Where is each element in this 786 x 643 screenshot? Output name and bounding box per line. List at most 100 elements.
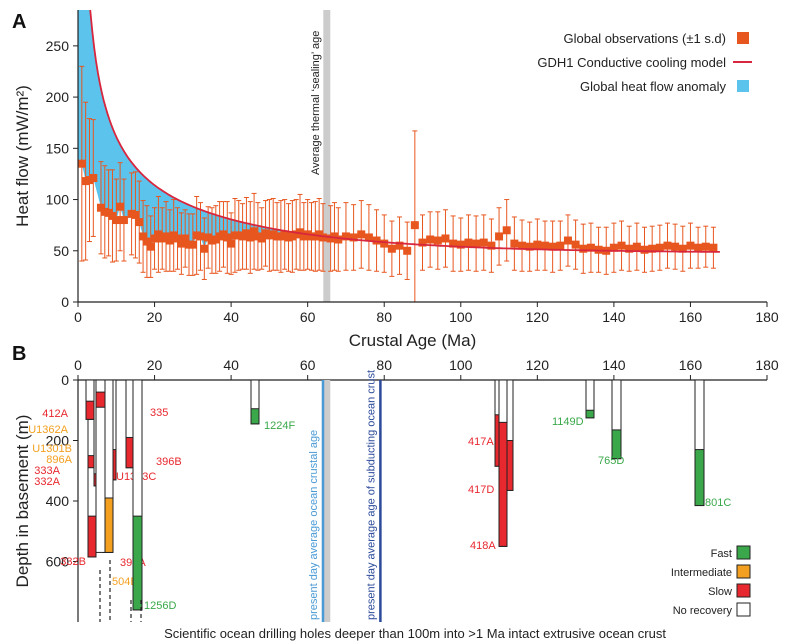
observation-point xyxy=(112,216,121,225)
observation-point xyxy=(648,244,657,253)
x-tick-label: 0 xyxy=(74,309,82,325)
observation-point xyxy=(510,239,519,248)
observation-point xyxy=(617,241,626,250)
hole-label: 412A xyxy=(42,408,68,420)
observation-point xyxy=(364,233,373,242)
observation-point xyxy=(162,232,171,241)
y-tick-label: 50 xyxy=(53,243,69,259)
observation-point xyxy=(701,242,710,251)
x-tick-label: 120 xyxy=(526,357,550,373)
hole-label: 333A xyxy=(34,465,60,477)
panel-b-xlabel: Scientific ocean drilling holes deeper t… xyxy=(164,626,666,641)
x-tick-label: 0 xyxy=(74,357,82,373)
observation-point xyxy=(533,240,542,249)
observation-point xyxy=(188,240,197,249)
x-tick-label: 60 xyxy=(300,357,316,373)
observation-point xyxy=(242,229,251,238)
hole-label: 396B xyxy=(156,456,182,468)
observation-point xyxy=(686,241,695,250)
hole-label: 504B xyxy=(112,576,138,588)
observation-point xyxy=(678,244,687,253)
y-tick-label: 0 xyxy=(61,294,69,310)
observation-point xyxy=(318,233,327,242)
observation-point xyxy=(173,234,182,243)
legend-swatch xyxy=(736,602,751,617)
observation-point xyxy=(154,230,163,239)
observation-point xyxy=(177,239,186,248)
hole-label: 1256D xyxy=(144,600,176,612)
observation-point xyxy=(246,233,255,242)
observation-point xyxy=(563,236,572,245)
observation-point xyxy=(625,244,634,253)
observation-point xyxy=(418,238,427,247)
observation-point xyxy=(142,237,151,246)
observation-point xyxy=(119,216,128,225)
observation-point xyxy=(472,239,481,248)
observation-point xyxy=(579,244,588,253)
y-tick-label: 200 xyxy=(46,433,70,449)
observation-point xyxy=(131,210,140,219)
observation-point xyxy=(456,240,465,249)
observation-point xyxy=(139,232,148,241)
hole-segment xyxy=(250,408,260,425)
observation-point xyxy=(223,233,232,242)
observation-point xyxy=(464,238,473,247)
observation-point xyxy=(341,232,350,241)
x-tick-label: 80 xyxy=(376,309,392,325)
observation-point xyxy=(146,242,155,251)
hole-label: 335 xyxy=(150,407,168,419)
observation-point xyxy=(357,230,366,239)
observation-point xyxy=(502,226,511,235)
x-tick-label: 20 xyxy=(147,309,163,325)
x-tick-label: 160 xyxy=(679,309,703,325)
anomaly-area xyxy=(78,10,331,249)
panel-a-axes: 0 20 40 60 80 100 120 140 160 180 0 50 100 150 200 250 xyxy=(46,10,779,325)
observation-point xyxy=(540,241,549,250)
observation-point xyxy=(410,221,419,230)
observation-point xyxy=(655,243,664,252)
x-tick-label: 40 xyxy=(223,357,239,373)
panel-a-legend: Global observations (±1 s.d) GDH1 Conduct… xyxy=(537,31,752,94)
observation-point xyxy=(135,218,144,227)
panel-b: B 0 20 40 60 80 100 120 140 160 180 0 200 400 600 pre… xyxy=(12,343,779,641)
hole-segment xyxy=(85,400,95,420)
hole-1256d: 1256D xyxy=(132,379,176,612)
x-tick-label: 100 xyxy=(449,357,473,373)
observation-point xyxy=(372,236,381,245)
observation-point xyxy=(433,236,442,245)
reference-lines: present day average ocean crustal age pre… xyxy=(308,370,382,622)
observation-point xyxy=(495,232,504,241)
legend-swatch xyxy=(736,583,751,598)
hole-segment xyxy=(95,391,106,408)
legend-label: Slow xyxy=(708,586,732,598)
observation-point xyxy=(694,243,703,252)
observation-point xyxy=(227,239,236,248)
y-tick-label: 250 xyxy=(46,38,70,54)
panel-b-axes: 0 20 40 60 80 100 120 140 160 180 0 200 400 600 xyxy=(46,357,779,622)
observation-point xyxy=(257,234,266,243)
hole-1224f: 1224F xyxy=(250,379,295,432)
observation-point xyxy=(165,236,174,245)
hole-label: U1301B xyxy=(32,443,72,455)
legend-label: No recovery xyxy=(673,605,733,617)
hole-label: 332A xyxy=(34,476,60,488)
sealing-age-band xyxy=(323,10,331,302)
gdh1-model-line xyxy=(89,9,720,253)
panel-a-label: A xyxy=(12,11,26,33)
observation-point xyxy=(586,243,595,252)
observation-point xyxy=(609,243,618,252)
observation-point xyxy=(395,241,404,250)
hole-segment xyxy=(585,409,595,419)
observation-point xyxy=(632,242,641,251)
observation-point xyxy=(196,232,205,241)
observation-point xyxy=(387,244,396,253)
observation-point xyxy=(525,242,534,251)
hole-segment xyxy=(611,429,622,460)
x-tick-label: 80 xyxy=(376,357,392,373)
observation-point xyxy=(403,246,412,255)
observation-point xyxy=(709,243,718,252)
observation-point xyxy=(200,244,209,253)
hole-label: 896A xyxy=(46,454,72,466)
observation-point xyxy=(181,234,190,243)
